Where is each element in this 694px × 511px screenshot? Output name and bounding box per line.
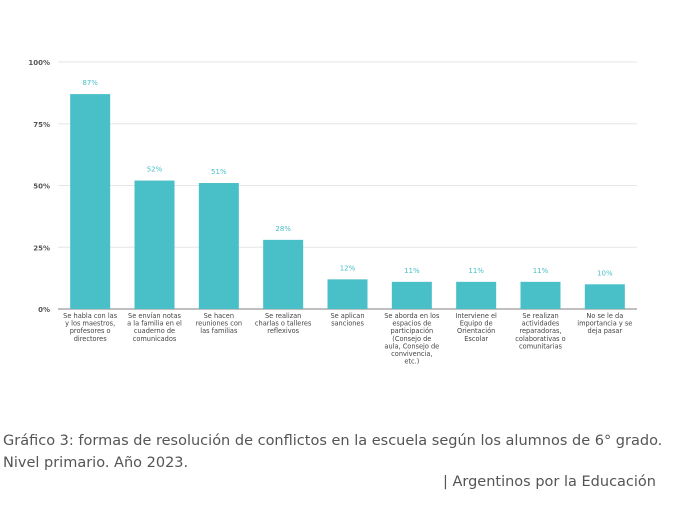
- x-tick-label: etc.): [404, 358, 419, 366]
- data-label: 10%: [597, 269, 613, 277]
- data-label: 87%: [82, 79, 98, 87]
- x-tick-label: Se realizan: [522, 312, 558, 320]
- x-tick-label: No se le da: [586, 312, 623, 320]
- data-label: 11%: [533, 267, 549, 275]
- x-tick-label: importancia y se: [577, 320, 632, 328]
- x-tick-label: charlas o talleres: [255, 320, 312, 328]
- chart-caption: Gráfico 3: formas de resolución de confl…: [3, 433, 663, 471]
- bar: [263, 239, 304, 309]
- x-tick-label: comunitarias: [519, 342, 562, 350]
- x-tick-label: comunicados: [133, 335, 177, 343]
- x-tick-label: Se aborda en los: [384, 312, 440, 320]
- x-tick-label: colaborativas o: [515, 335, 565, 343]
- y-tick-label: 100%: [28, 59, 50, 67]
- x-tick-label: Se aplican: [330, 312, 364, 320]
- x-tick-label: actividades: [522, 320, 560, 328]
- bar: [584, 284, 625, 309]
- data-label: 28%: [275, 225, 291, 233]
- chart-source: | Argentinos por la Educación: [442, 474, 656, 490]
- x-tick-label: directores: [74, 335, 108, 343]
- x-tick-label: aula, Consejo de: [384, 342, 439, 350]
- data-label: 11%: [468, 267, 484, 275]
- x-tick-label: espacios de: [392, 320, 431, 328]
- y-tick-label: 25%: [33, 244, 50, 252]
- x-tick-label: y los maestros,: [65, 320, 115, 328]
- x-tick-label: convivencia,: [391, 350, 432, 358]
- bar: [198, 183, 239, 309]
- bar: [391, 281, 432, 309]
- x-tick-label: participación: [390, 327, 433, 335]
- x-tick-label: Se realizan: [265, 312, 301, 320]
- x-tick-label: (Consejo de: [392, 335, 431, 343]
- x-tick-label: Equipo de: [460, 320, 493, 328]
- bar: [70, 94, 111, 309]
- x-tick-label: a la familia en el: [127, 320, 182, 328]
- x-tick-label: las familias: [200, 327, 238, 335]
- x-tick-label: Se envían notas: [128, 312, 181, 320]
- data-label: 12%: [340, 264, 356, 272]
- x-tick-label: Se habla con las: [63, 312, 118, 320]
- x-tick-label: reuniones con: [196, 320, 242, 328]
- data-label: 52%: [147, 166, 163, 174]
- x-tick-label: cuaderno de: [134, 327, 175, 335]
- bar: [520, 281, 561, 309]
- x-tick-label: profesores o: [70, 327, 111, 335]
- x-tick-label: Se hacen: [204, 312, 234, 320]
- bar: [134, 180, 175, 309]
- x-tick-label: reflexivos: [267, 327, 299, 335]
- data-label: 11%: [404, 267, 420, 275]
- data-label: 51%: [211, 168, 227, 176]
- x-tick-label: reparadoras,: [519, 327, 561, 335]
- x-tick-label: sanciones: [331, 320, 364, 328]
- y-tick-label: 0%: [38, 306, 50, 314]
- x-tick-label: deja pasar: [588, 327, 623, 335]
- bar: [327, 279, 368, 309]
- x-tick-label: Orientación: [457, 327, 495, 335]
- x-tick-label: Escolar: [464, 335, 488, 343]
- y-tick-label: 50%: [33, 183, 50, 191]
- bar: [456, 281, 497, 309]
- x-tick-label: Interviene el: [455, 312, 497, 320]
- y-tick-label: 75%: [33, 121, 50, 129]
